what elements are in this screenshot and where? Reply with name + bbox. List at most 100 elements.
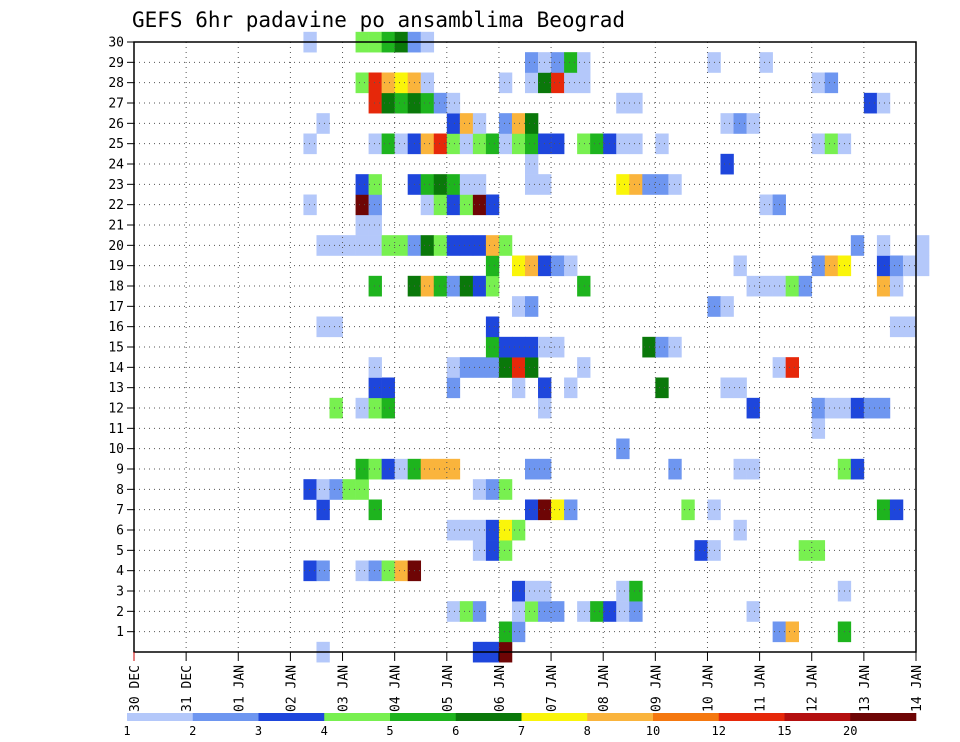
heatmap-cell xyxy=(368,194,382,216)
y-tick-label: 21 xyxy=(108,219,124,234)
heatmap-cell xyxy=(368,235,382,256)
heatmap-cell xyxy=(629,133,643,155)
heatmap-cell xyxy=(577,601,591,622)
y-tick-label: 8 xyxy=(116,483,124,498)
heatmap-cell xyxy=(551,601,565,622)
heatmap-cell xyxy=(733,255,747,277)
legend-swatch xyxy=(653,713,720,721)
heatmap-cell xyxy=(368,499,382,521)
heatmap-cell xyxy=(850,235,865,256)
heatmap-cell xyxy=(811,255,826,277)
heatmap-cell xyxy=(394,458,408,480)
y-tick-label: 15 xyxy=(108,341,124,356)
heatmap-cell xyxy=(655,174,669,195)
x-tick-label: 08 JAN xyxy=(597,665,612,712)
heatmap-cell xyxy=(525,336,539,358)
x-tick-label: 03 JAN xyxy=(337,665,352,712)
heatmap-cell xyxy=(616,438,630,460)
y-tick-label: 11 xyxy=(108,422,124,437)
heatmap-cell xyxy=(720,296,734,317)
heatmap-cell xyxy=(381,397,395,419)
heatmap-cell xyxy=(485,194,500,216)
heatmap-cell xyxy=(551,336,565,358)
heatmap-cell xyxy=(876,275,891,297)
heatmap-cell xyxy=(485,133,500,155)
heatmap-cell xyxy=(811,418,826,439)
heatmap-cell xyxy=(381,92,395,114)
heatmap-cell xyxy=(629,580,643,602)
heatmap-cell xyxy=(564,52,578,73)
heatmap-cell xyxy=(446,377,461,399)
heatmap-cell xyxy=(746,458,760,480)
heatmap-cell xyxy=(329,316,343,338)
heatmap-cell xyxy=(642,174,656,195)
heatmap-cell xyxy=(381,72,395,94)
heatmap-cell xyxy=(655,377,669,399)
x-tick-label: 12 JAN xyxy=(806,665,821,712)
heatmap-cell xyxy=(381,377,395,399)
legend-tick-label: 4 xyxy=(321,724,328,738)
heatmap-cell xyxy=(433,133,448,155)
heatmap-cell xyxy=(446,235,461,256)
heatmap-cell xyxy=(303,479,317,500)
heatmap-cell xyxy=(498,621,513,643)
heatmap-cell xyxy=(681,499,695,521)
heatmap-cell xyxy=(876,235,891,256)
legend-swatch xyxy=(850,713,917,721)
y-tick-label: 24 xyxy=(108,158,124,173)
heatmap-cell xyxy=(485,479,500,500)
y-tick-label: 4 xyxy=(116,564,124,579)
heatmap-cell xyxy=(459,601,474,622)
legend-tick-label: 15 xyxy=(777,724,791,738)
y-tick-label: 1 xyxy=(116,625,124,640)
heatmap-cell xyxy=(433,92,448,114)
heatmap-cell xyxy=(511,255,526,277)
heatmap-cell xyxy=(824,255,839,277)
heatmap-cell xyxy=(551,72,565,94)
heatmap-cell xyxy=(459,133,474,155)
heatmap-cell xyxy=(694,540,708,561)
heatmap-cell xyxy=(525,113,539,134)
heatmap-cell xyxy=(381,235,395,256)
heatmap-cell xyxy=(525,499,539,521)
y-tick-label: 14 xyxy=(108,361,124,376)
heatmap-cell xyxy=(668,174,682,195)
heatmap-cell xyxy=(394,560,408,582)
heatmap-cell xyxy=(459,113,474,134)
heatmap-cell xyxy=(525,255,539,277)
heatmap-cell xyxy=(498,133,513,155)
heatmap-cell xyxy=(394,133,408,155)
heatmap-cell xyxy=(355,458,369,480)
heatmap-cell xyxy=(355,72,369,94)
legend-swatch xyxy=(127,713,194,721)
y-axis: 1234567891011121314151617181920212223242… xyxy=(108,36,134,640)
y-tick-label: 23 xyxy=(108,178,124,193)
heatmap-cell xyxy=(616,174,630,195)
heatmap-cell xyxy=(746,601,760,622)
x-tick-label: 09 JAN xyxy=(649,665,664,712)
heatmap-cell xyxy=(668,458,682,480)
x-tick-label: 30 DEC xyxy=(128,665,143,712)
legend-swatch xyxy=(718,713,785,721)
legend-swatch xyxy=(521,713,588,721)
heatmap-cell xyxy=(498,540,513,561)
heatmap-cell xyxy=(759,275,773,297)
y-tick-label: 28 xyxy=(108,76,124,91)
x-tick-label: 06 JAN xyxy=(493,665,508,712)
heatmap-cell xyxy=(459,275,474,297)
heatmap-cell xyxy=(824,72,839,94)
heatmap-cell xyxy=(485,316,500,338)
heatmap-cell xyxy=(551,499,565,521)
heatmap-cell xyxy=(616,92,630,114)
legend-swatch xyxy=(455,713,522,721)
heatmap-cell xyxy=(329,235,343,256)
x-tick-label: 04 JAN xyxy=(389,665,404,712)
legend-swatch xyxy=(390,713,457,721)
heatmap-cell xyxy=(381,458,395,480)
heatmap-cell xyxy=(485,519,500,541)
heatmap-cell xyxy=(785,275,799,297)
heatmap-cell xyxy=(616,580,630,602)
heatmap-cell xyxy=(577,72,591,94)
x-tick-label: 05 JAN xyxy=(441,665,456,712)
heatmap-cell xyxy=(733,113,747,134)
